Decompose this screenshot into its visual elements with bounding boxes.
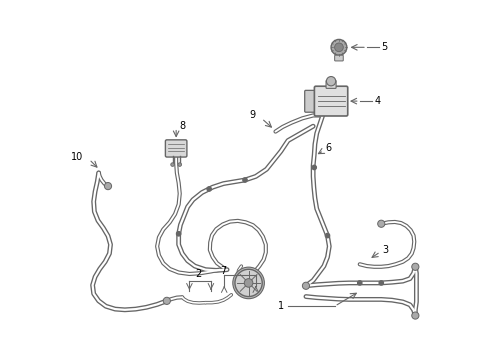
Text: 2: 2 [195,269,201,279]
Text: 5: 5 [381,42,388,52]
Circle shape [245,279,253,287]
Circle shape [325,233,330,238]
Circle shape [335,43,343,51]
Circle shape [312,165,317,170]
Text: 6: 6 [326,143,332,153]
Circle shape [171,163,174,166]
Circle shape [412,312,419,319]
Text: 8: 8 [179,121,185,131]
FancyBboxPatch shape [305,90,316,112]
Circle shape [412,263,419,270]
Circle shape [358,281,362,285]
Text: 1: 1 [278,301,284,311]
Text: 10: 10 [71,152,83,162]
Circle shape [104,183,112,190]
Circle shape [163,297,171,305]
Text: 3: 3 [382,245,388,255]
Circle shape [207,187,211,191]
FancyBboxPatch shape [166,140,187,157]
Circle shape [243,178,247,182]
Circle shape [235,269,262,297]
Circle shape [378,220,385,227]
FancyBboxPatch shape [315,86,348,116]
Circle shape [379,281,383,285]
FancyBboxPatch shape [335,55,343,61]
Text: 9: 9 [249,111,256,121]
Circle shape [331,40,347,55]
Circle shape [176,231,181,236]
Circle shape [302,282,310,289]
Text: 7: 7 [220,266,227,276]
Text: 4: 4 [374,96,380,106]
Circle shape [233,267,265,299]
Circle shape [178,163,181,166]
FancyBboxPatch shape [326,81,336,88]
Circle shape [326,77,336,86]
